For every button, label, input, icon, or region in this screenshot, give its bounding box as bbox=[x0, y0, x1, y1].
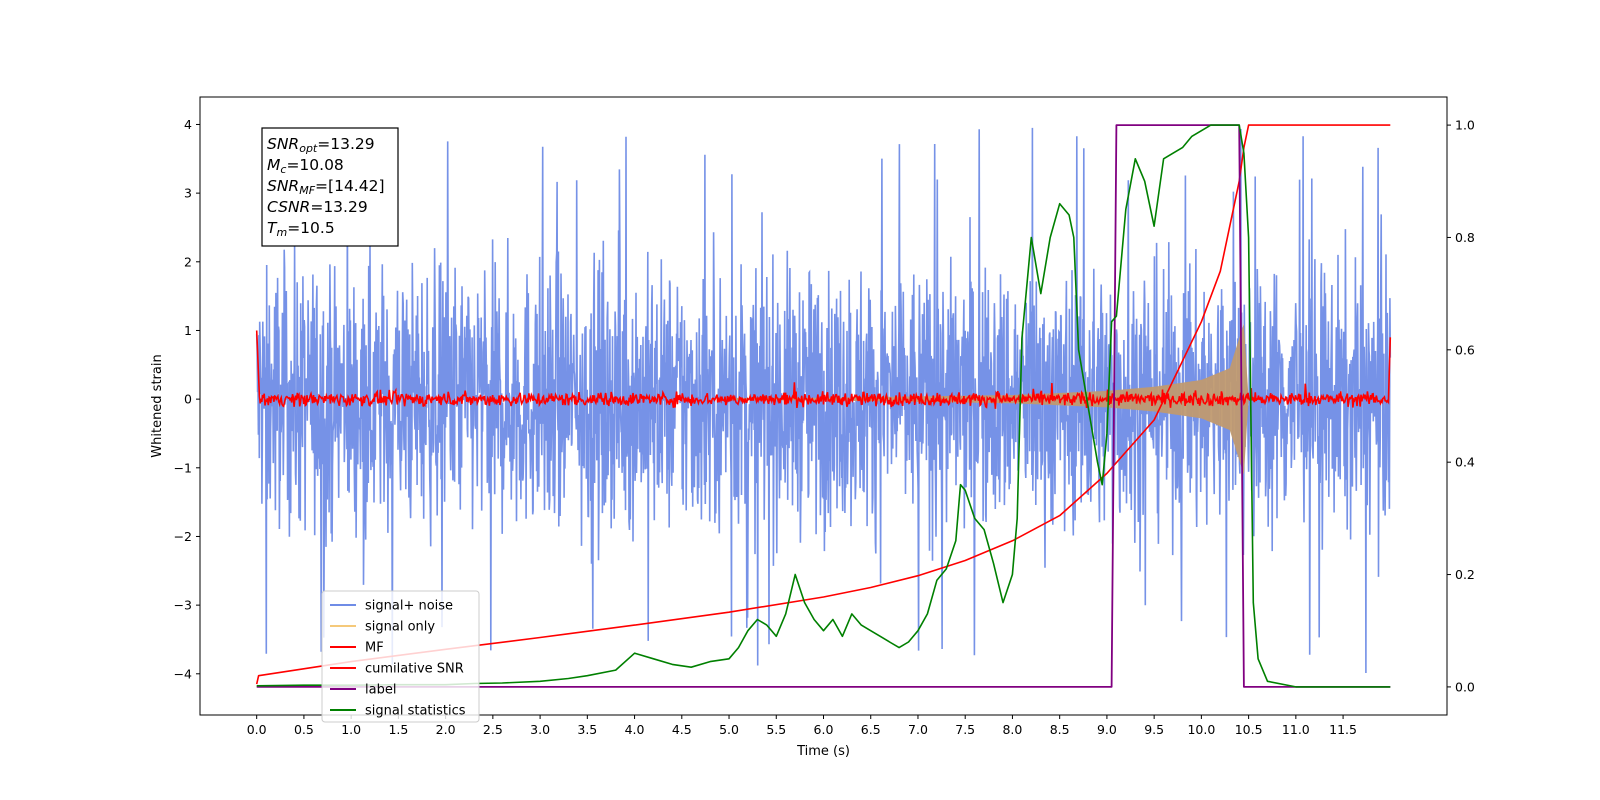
x-tick-label: 1.0 bbox=[341, 722, 361, 737]
x-tick-label: 1.5 bbox=[388, 722, 408, 737]
y-tick-label: −3 bbox=[174, 598, 192, 613]
annotation-line: SNRopt=13.29 bbox=[267, 135, 375, 155]
legend-item: label bbox=[330, 683, 396, 698]
series-signal-statistics bbox=[256, 124, 1391, 688]
x-tick-label: 2.5 bbox=[483, 722, 503, 737]
x-tick-label: 4.5 bbox=[672, 722, 692, 737]
legend-item: MF bbox=[330, 641, 384, 656]
legend-item: signal+ noise bbox=[330, 599, 453, 614]
y2-tick-label: 0.4 bbox=[1455, 455, 1475, 470]
x-tick-label: 5.0 bbox=[719, 722, 739, 737]
x-tick-label: 0.5 bbox=[294, 722, 314, 737]
y-axis-label: Whitened strain bbox=[150, 354, 165, 457]
x-tick-label: 9.5 bbox=[1144, 722, 1164, 737]
x-tick-label: 8.0 bbox=[1002, 722, 1022, 737]
legend-label: label bbox=[365, 683, 396, 698]
x-tick-label: 7.0 bbox=[908, 722, 928, 737]
x-tick-label: 0.0 bbox=[247, 722, 267, 737]
y-tick-label: −2 bbox=[174, 529, 192, 544]
y-tick-label: 2 bbox=[184, 254, 192, 269]
legend-label: cumilative SNR bbox=[365, 662, 464, 677]
legend-item: cumilative SNR bbox=[330, 662, 464, 677]
x-axis-ticks: 0.0 0.5 1.0 1.5 2.0 2.5 3.0 3.5 4.0 4.5 5.0 5.5 6.0 6… bbox=[247, 715, 1357, 737]
y-axis-right-ticks: 1.0 0.8 0.6 0.4 0.2 0.0 bbox=[1447, 118, 1475, 694]
legend-label: MF bbox=[365, 641, 384, 656]
x-tick-label: 6.0 bbox=[814, 722, 834, 737]
mf-line bbox=[255, 330, 1392, 409]
annotation-line: CSNR=13.29 bbox=[267, 198, 368, 216]
annotation-line: Tm=10.5 bbox=[267, 219, 335, 239]
y-tick-label: 3 bbox=[184, 186, 192, 201]
y2-tick-label: 0.8 bbox=[1455, 230, 1475, 245]
signal-statistics-line bbox=[256, 124, 1391, 688]
y2-tick-label: 1.0 bbox=[1455, 118, 1475, 133]
y-axis-left-ticks: 4 3 2 1 0 −1 −2 −3 −4 bbox=[174, 117, 200, 681]
x-axis-label: Time (s) bbox=[796, 744, 850, 759]
legend-label: signal+ noise bbox=[365, 599, 453, 614]
x-tick-label: 3.5 bbox=[577, 722, 597, 737]
legend-label: signal statistics bbox=[365, 704, 466, 719]
x-tick-label: 7.5 bbox=[955, 722, 975, 737]
legend: signal+ noise signal only MF cumilative SNR… bbox=[321, 590, 480, 723]
x-tick-label: 11.0 bbox=[1282, 722, 1310, 737]
legend-item: signal statistics bbox=[330, 704, 466, 719]
y2-tick-label: 0.2 bbox=[1455, 567, 1475, 582]
legend-frame bbox=[321, 590, 480, 723]
x-tick-label: 5.5 bbox=[766, 722, 786, 737]
x-tick-label: 9.0 bbox=[1097, 722, 1117, 737]
x-tick-label: 8.5 bbox=[1050, 722, 1070, 737]
y-tick-label: 4 bbox=[184, 117, 192, 132]
legend-item: signal only bbox=[330, 620, 435, 635]
annotation-box-frame bbox=[261, 127, 399, 247]
legend-label: signal only bbox=[365, 620, 435, 635]
y2-tick-label: 0.6 bbox=[1455, 342, 1475, 357]
y-tick-label: −1 bbox=[174, 460, 192, 475]
x-tick-label: 10.0 bbox=[1187, 722, 1215, 737]
x-tick-label: 6.5 bbox=[861, 722, 881, 737]
x-tick-label: 10.5 bbox=[1235, 722, 1263, 737]
label-line bbox=[256, 124, 1391, 688]
y2-tick-label: 0.0 bbox=[1455, 679, 1475, 694]
series-mf bbox=[255, 330, 1392, 409]
annotation-box: SNRopt=13.29Mc=10.08SNRMF=[14.42]CSNR=13… bbox=[261, 127, 399, 247]
x-tick-label: 2.0 bbox=[436, 722, 456, 737]
annotation-line: Mc=10.08 bbox=[267, 156, 344, 176]
series-label bbox=[256, 124, 1391, 688]
x-tick-label: 3.0 bbox=[530, 722, 550, 737]
x-tick-label: 4.0 bbox=[625, 722, 645, 737]
x-tick-label: 11.5 bbox=[1329, 722, 1357, 737]
annotation-line: SNRMF=[14.42] bbox=[267, 177, 385, 197]
y-tick-label: −4 bbox=[174, 666, 192, 681]
y-tick-label: 0 bbox=[184, 392, 192, 407]
y-tick-label: 1 bbox=[184, 323, 192, 338]
